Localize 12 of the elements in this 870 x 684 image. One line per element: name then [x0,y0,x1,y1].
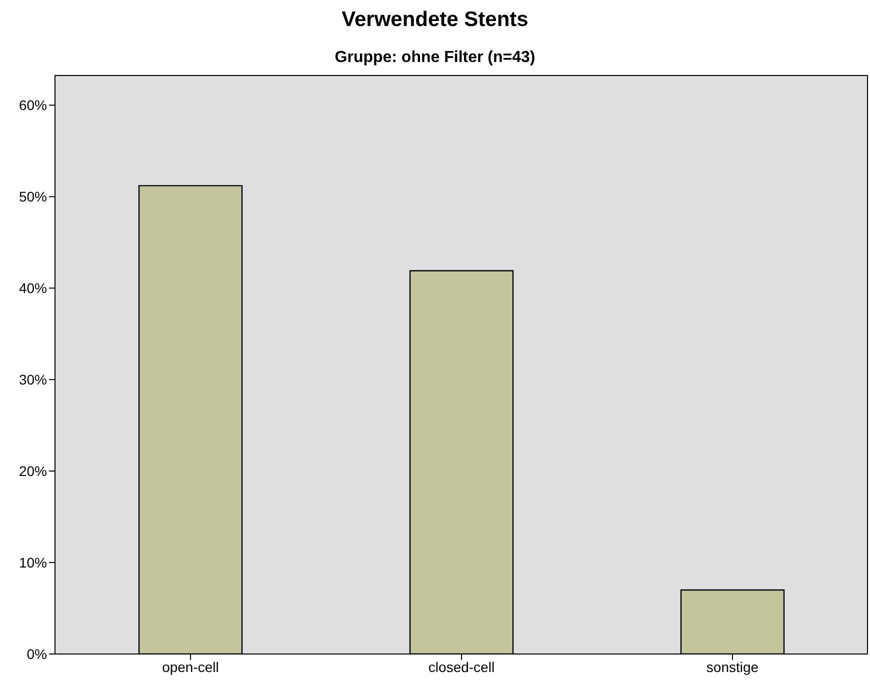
y-tick-label: 20% [18,463,47,480]
y-tick-label: 60% [18,97,47,114]
y-tick-label: 30% [18,372,47,388]
x-tick-label: sonstige [706,658,759,675]
y-tick-label: 0% [26,646,47,662]
x-tick-label: open-cell [162,658,219,675]
x-tick-label: closed-cell [428,658,495,675]
y-tick-label: 10% [18,554,47,570]
y-tick-label: 40% [18,280,47,296]
chart-title: Verwendete Stents [340,8,530,32]
y-tick-label: 50% [18,188,47,205]
chart-subtitle: Gruppe: ohne Filter (n=43) [334,49,536,67]
